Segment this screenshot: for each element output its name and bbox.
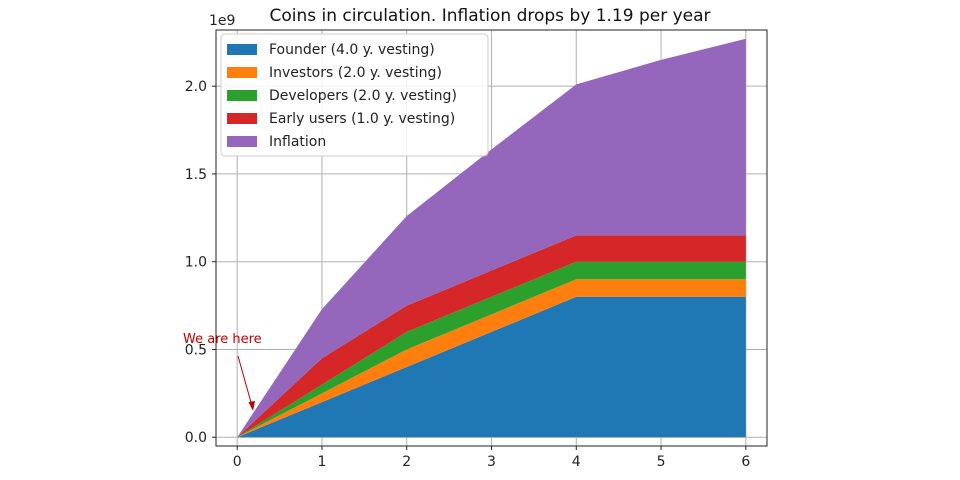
annotation-arrow-line (237, 355, 253, 407)
stacked-areas (237, 38, 746, 438)
x-tick-label: 2 (402, 454, 411, 470)
y-tick-label: 2.0 (185, 79, 207, 95)
x-tick-label: 0 (233, 454, 242, 470)
area-series-1 (237, 296, 746, 438)
legend-swatch-2 (227, 67, 257, 78)
legend-label-3: Developers (2.0 y. vesting) (269, 88, 457, 104)
x-tick-label: 6 (741, 454, 750, 470)
x-tick-label: 4 (572, 454, 581, 470)
area-series-4 (237, 235, 746, 438)
legend-box (220, 33, 489, 157)
x-tick-label: 1 (318, 454, 327, 470)
legend-label-5: Inflation (269, 134, 326, 150)
annotation-label: We are here (183, 332, 262, 347)
legend-swatch-5 (227, 136, 257, 147)
area-series-5 (237, 38, 746, 438)
legend-swatch-4 (227, 113, 257, 124)
annotation: We are here (183, 332, 262, 411)
area-series-3 (237, 261, 746, 438)
area-series-2 (237, 279, 746, 438)
x-tick-label: 5 (657, 454, 666, 470)
chart-title: Coins in circulation. Inflation drops by… (269, 6, 710, 26)
legend-swatch-3 (227, 90, 257, 101)
legend-label-2: Investors (2.0 y. vesting) (269, 65, 442, 81)
y-tick-label: 1.0 (185, 255, 207, 271)
y-tick-label: 0.0 (185, 430, 207, 446)
y-tick-label: 1.5 (185, 167, 207, 183)
legend: Founder (4.0 y. vesting) Investors (2.0 y… (220, 33, 489, 157)
legend-label-4: Early users (1.0 y. vesting) (269, 111, 455, 127)
legend-swatch-1 (227, 44, 257, 55)
axis-ticks: 0 1 2 3 4 5 6 0.0 0.5 1.0 1.5 2.0 (185, 79, 751, 470)
annotation-arrow-head (248, 401, 255, 411)
y-axis-offset-label: 1e9 (209, 13, 235, 29)
y-tick-label: 0.5 (185, 342, 207, 358)
legend-label-1: Founder (4.0 y. vesting) (269, 42, 435, 58)
x-tick-label: 3 (487, 454, 496, 470)
